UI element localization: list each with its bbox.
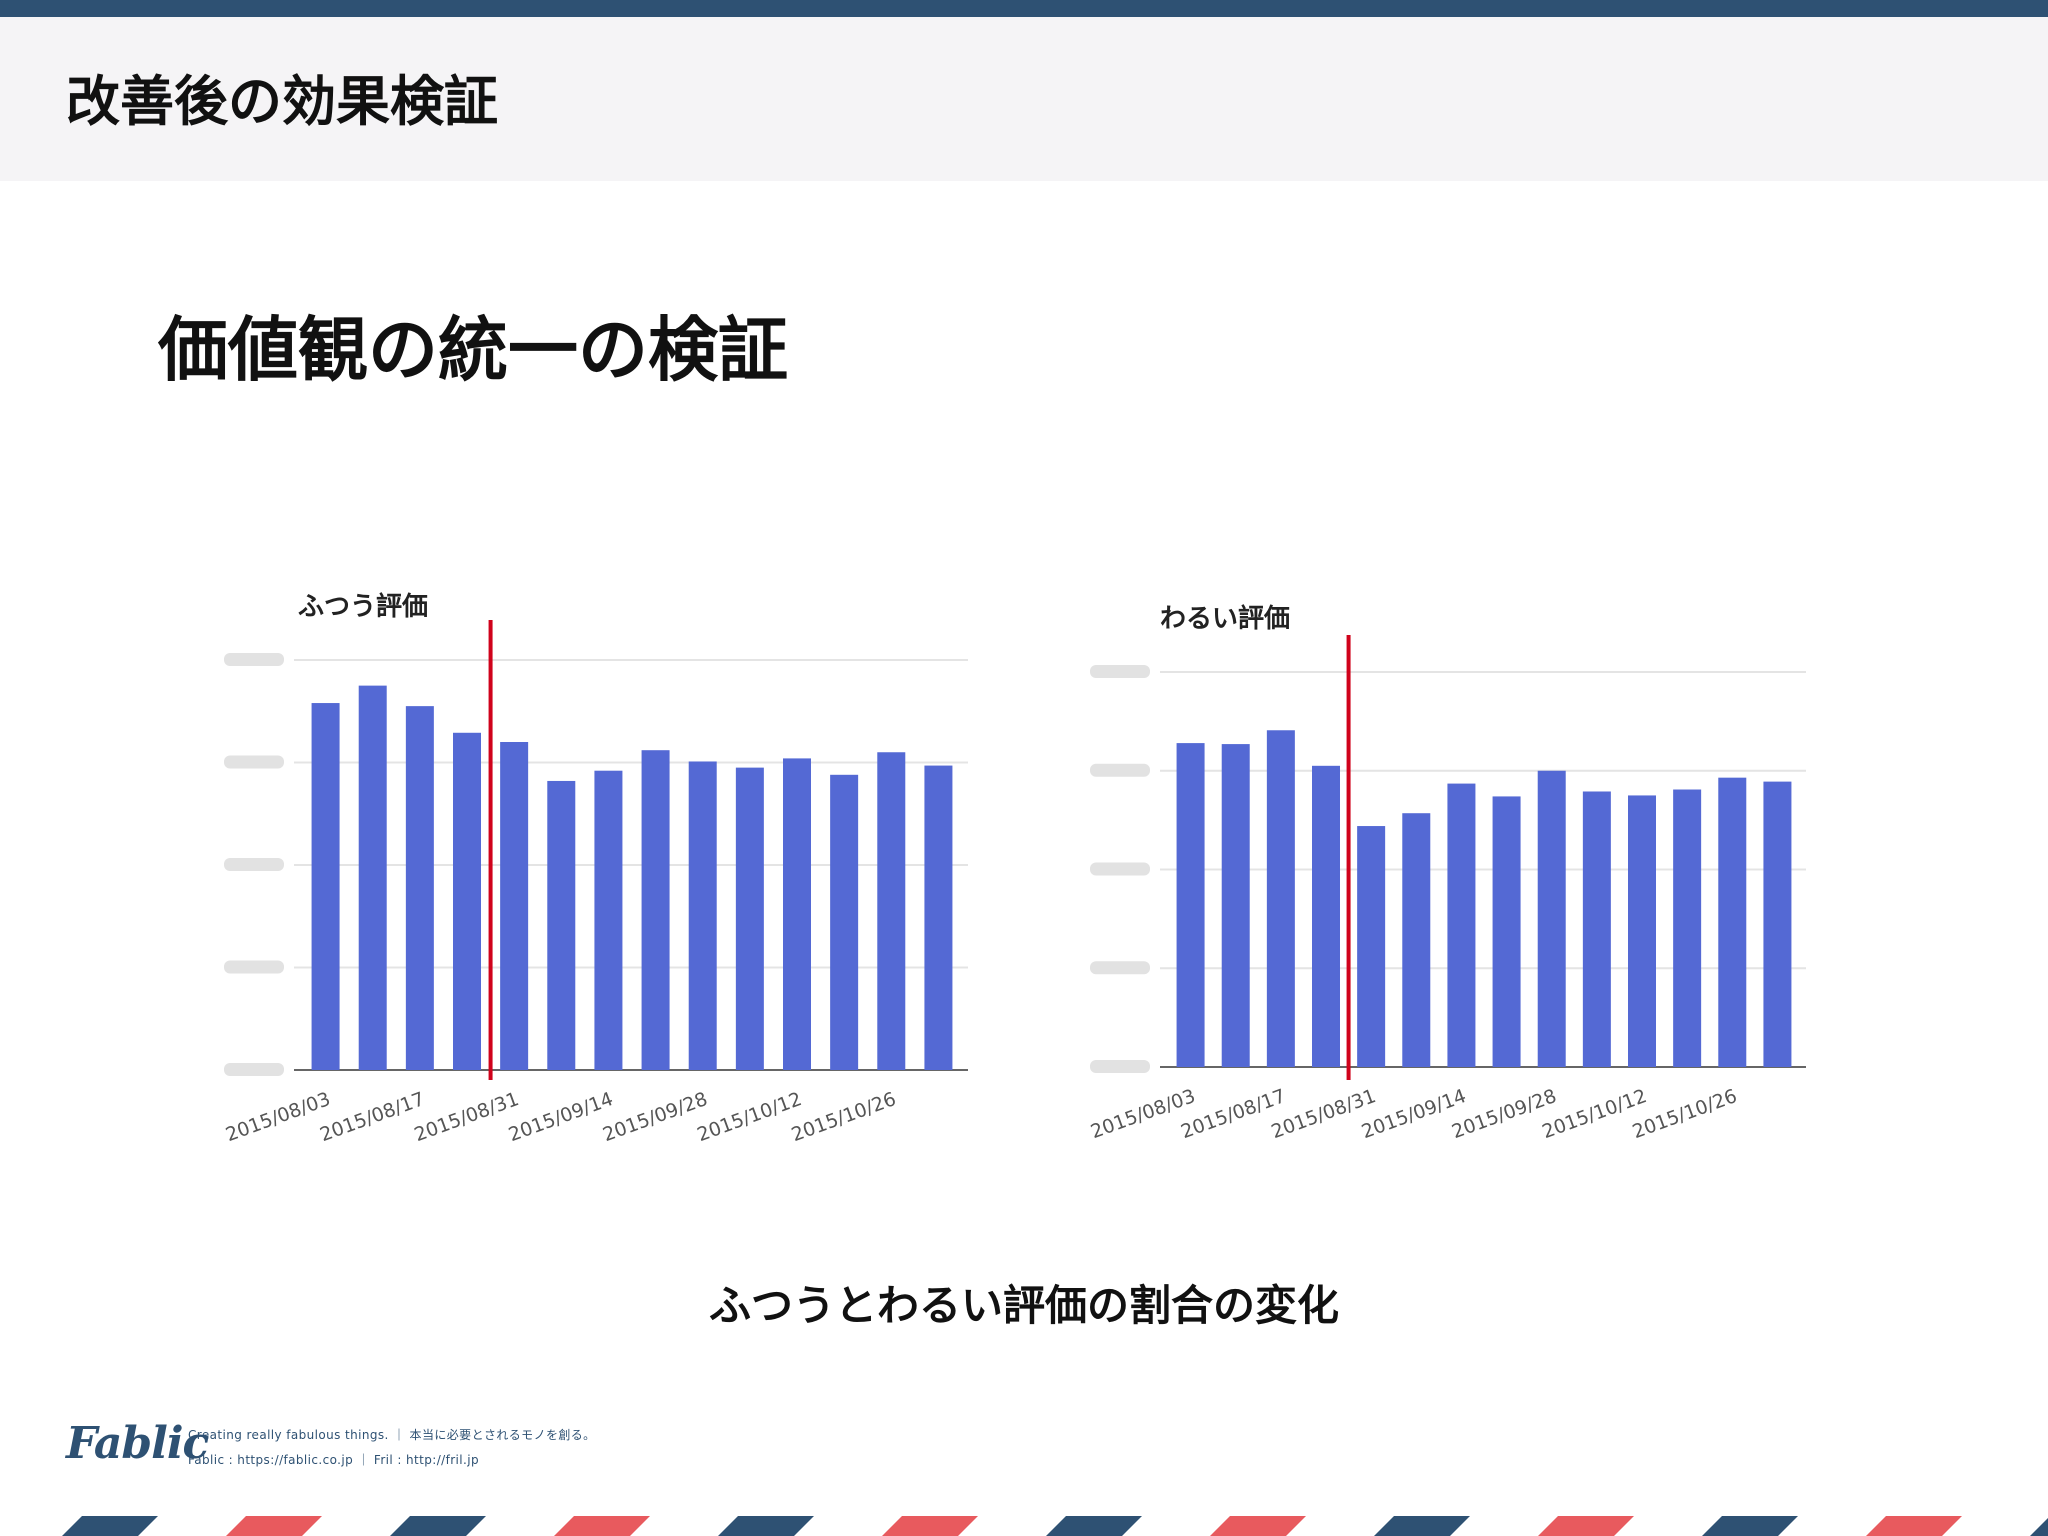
- x-tick-label: 2015/10/26: [789, 1088, 899, 1146]
- x-tick-label: 2015/09/28: [600, 1088, 710, 1146]
- bad-rating-chart-svg: わるい評価2015/08/032015/08/172015/08/312015/…: [1088, 603, 1806, 1143]
- stripe: [1046, 1516, 1142, 1536]
- stripe: [1866, 1516, 1962, 1536]
- stripe: [1374, 1516, 1470, 1536]
- y-tick-label-blurred: [1090, 961, 1150, 975]
- bar-2015/08/31: [1357, 826, 1386, 1067]
- bar-2015/09/28: [688, 761, 717, 1070]
- slide-title: 改善後の効果検証: [66, 70, 498, 133]
- fablic-logo: Fablic: [66, 1418, 209, 1469]
- bar-2015/11/02: [924, 765, 953, 1070]
- y-tick-label-blurred: [224, 858, 284, 871]
- slide-header: 改善後の効果検証: [0, 17, 2048, 181]
- chart-title: ふつう評価: [298, 591, 428, 622]
- bar-2015/09/21: [1492, 796, 1521, 1067]
- bar-2015/08/24: [1312, 765, 1340, 1067]
- x-tick-label: 2015/10/12: [694, 1088, 804, 1146]
- y-tick-label-blurred: [224, 755, 284, 769]
- top-accent-bar: [0, 0, 2048, 17]
- x-tick-label: 2015/09/14: [506, 1088, 616, 1146]
- y-tick-label-blurred: [224, 960, 284, 974]
- airmail-stripe-band: [0, 1516, 2048, 1536]
- bar-2015/10/05: [735, 767, 764, 1070]
- bar-2015/09/07: [547, 780, 576, 1070]
- stripe: [554, 1516, 650, 1536]
- stripe: [62, 1516, 158, 1536]
- x-tick-label: 2015/08/17: [317, 1088, 427, 1146]
- bar-2015/08/31: [500, 742, 529, 1070]
- bar-2015/09/07: [1402, 813, 1431, 1067]
- section-title: 価値観の統一の検証: [158, 309, 788, 391]
- footer-links: Fablic : https://fablic.co.jp ｜ Fril : h…: [188, 1453, 479, 1467]
- footer-tagline: Creating really fabulous things. ｜ 本当に必要…: [188, 1428, 596, 1442]
- bar-2015/08/10: [1221, 744, 1250, 1067]
- bar-2015/08/17: [405, 706, 434, 1070]
- bar-2015/10/26: [1718, 777, 1747, 1067]
- normal-rating-chart-svg: ふつう評価2015/08/032015/08/172015/08/312015/…: [223, 591, 968, 1146]
- chart-caption: ふつうとわるい評価の割合の変化: [708, 1281, 1339, 1330]
- x-tick-label: 2015/08/31: [411, 1088, 521, 1146]
- stripe: [1538, 1516, 1634, 1536]
- bar-2015/10/12: [783, 758, 811, 1070]
- bar-2015/08/17: [1266, 730, 1295, 1067]
- bar-2015/08/10: [358, 685, 387, 1070]
- stripe: [390, 1516, 486, 1536]
- bar-2015/10/19: [830, 774, 859, 1070]
- bar-2015/10/05: [1582, 791, 1611, 1067]
- bar-2015/09/21: [641, 750, 670, 1070]
- bar-2015/09/28: [1537, 770, 1566, 1067]
- bar-2015/08/03: [311, 703, 340, 1070]
- y-tick-label-blurred: [1090, 763, 1150, 777]
- bar-2015/08/03: [1176, 743, 1205, 1067]
- y-tick-label-blurred: [1090, 665, 1150, 678]
- bad-rating-chart: わるい評価 2015/08/03 2015/08/17 2015/08/31 2015/…: [1060, 595, 1820, 1175]
- bar-2015/10/12: [1628, 795, 1656, 1067]
- bar-2015/08/24: [453, 732, 481, 1070]
- y-tick-label-blurred: [1090, 862, 1150, 876]
- normal-rating-chart: ふつう評価 2015/08/03 2015/08/17 2015/08/31 2015/…: [190, 585, 980, 1175]
- x-tick-label: 2015/08/03: [223, 1088, 333, 1146]
- stripe: [718, 1516, 814, 1536]
- bar-2015/10/19: [1673, 789, 1702, 1067]
- bar-2015/11/02: [1763, 781, 1792, 1067]
- stripe: [226, 1516, 322, 1536]
- y-tick-label-blurred: [224, 1063, 284, 1076]
- stripe: [1210, 1516, 1306, 1536]
- stripe: [882, 1516, 978, 1536]
- stripe: [2030, 1518, 2048, 1536]
- y-tick-label-blurred: [224, 653, 284, 666]
- bar-2015/09/14: [594, 770, 623, 1070]
- bar-2015/10/26: [877, 752, 906, 1070]
- chart-title: わるい評価: [1160, 603, 1290, 634]
- stripe-pattern: [62, 1516, 2048, 1536]
- x-tick-label: 2015/10/26: [1630, 1085, 1740, 1143]
- y-tick-label-blurred: [1090, 1060, 1150, 1073]
- stripe: [1702, 1516, 1798, 1536]
- bar-2015/09/14: [1447, 783, 1476, 1067]
